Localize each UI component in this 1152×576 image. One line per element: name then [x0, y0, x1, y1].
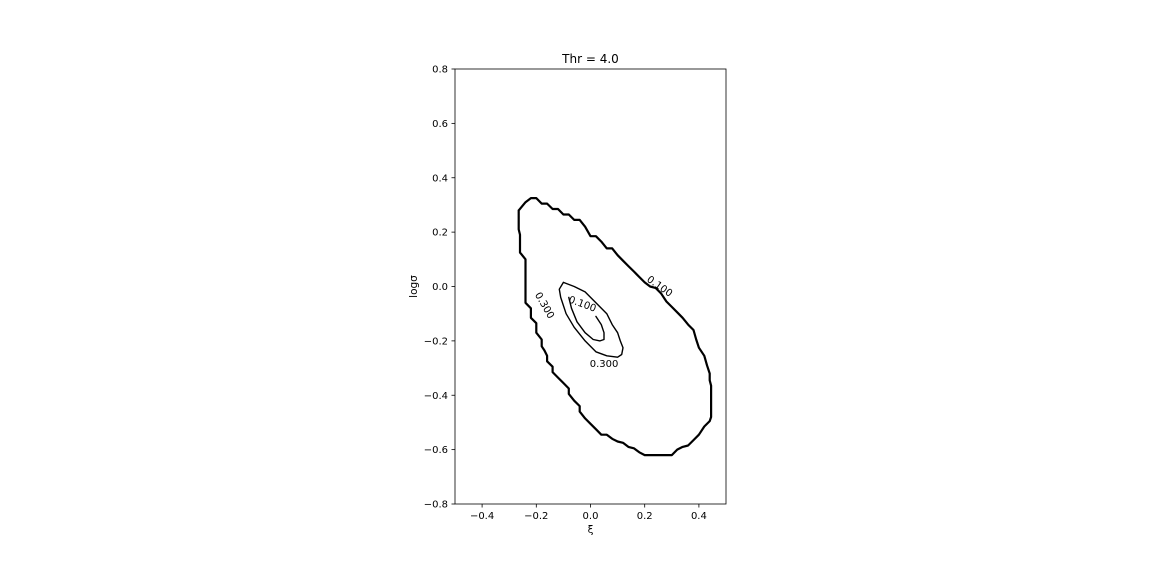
y-tick-label: −0.8 [424, 500, 448, 511]
chart-title: Thr = 4.0 [561, 52, 619, 66]
x-tick-label: −0.4 [470, 511, 494, 522]
x-axis-label: ξ [588, 524, 594, 536]
x-tick-label: 0.2 [637, 511, 653, 522]
contour-line-3 [568, 296, 605, 342]
contour-line-2 [558, 281, 624, 358]
x-tick-label: −0.2 [524, 511, 548, 522]
y-tick-label: −0.4 [424, 391, 448, 402]
x-axis-ticks: −0.4 −0.2 0.0 0.2 0.4 [470, 504, 707, 522]
y-tick-label: 0.0 [432, 282, 448, 293]
y-tick-label: 0.8 [432, 65, 448, 76]
contour-line-1 [517, 197, 713, 457]
y-axis-label: logσ [408, 275, 420, 298]
y-axis-ticks: 0.8 0.6 0.4 0.2 0.0 −0.2 −0.4 −0.6 −0.8 [424, 65, 455, 511]
y-tick-label: 0.6 [432, 119, 448, 130]
y-tick-label: −0.2 [424, 336, 448, 347]
x-tick-label: 0.4 [691, 511, 707, 522]
x-tick-label: 0.0 [583, 511, 599, 522]
y-tick-label: −0.6 [424, 445, 448, 456]
y-tick-label: 0.2 [432, 228, 448, 239]
y-tick-label: 0.4 [432, 173, 448, 184]
contour-lines [517, 197, 713, 457]
contour-label-4: 0.300 [590, 359, 619, 370]
